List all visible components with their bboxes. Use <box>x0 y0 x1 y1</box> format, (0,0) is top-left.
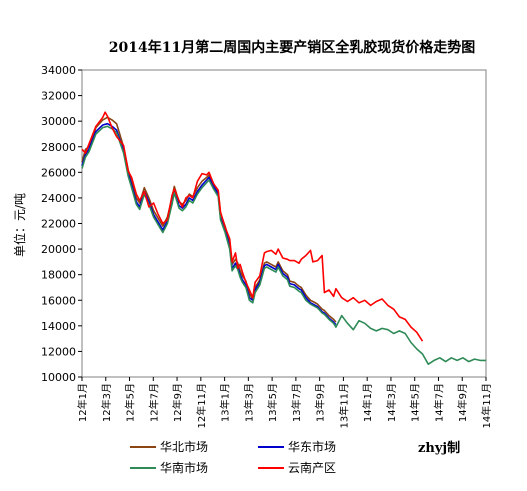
y-tick-label: 24000 <box>41 192 76 205</box>
plot-frame <box>81 69 487 378</box>
y-tick-label: 20000 <box>41 243 76 256</box>
x-tick-label: 14年5月 <box>409 383 422 422</box>
x-tick-label: 13年3月 <box>242 383 255 422</box>
x-tick-label: 14年11月 <box>480 383 493 428</box>
y-tick-label: 26000 <box>41 166 76 179</box>
x-tick-label: 12年1月 <box>76 383 89 422</box>
y-tick-label: 30000 <box>41 115 76 128</box>
y-tick-label: 16000 <box>41 294 76 307</box>
author-mark: zhyj制 <box>418 440 460 456</box>
plot-area <box>81 69 487 378</box>
series-line-3 <box>81 125 486 366</box>
x-tick-label: 13年5月 <box>266 383 279 422</box>
legend-label: 华北市场 <box>160 439 208 454</box>
y-tick-label: 34000 <box>41 64 76 77</box>
y-axis: 10000 12000 14000 16000 18000 20000 22000 24000… <box>41 64 82 384</box>
x-tick-label: 14年3月 <box>385 383 398 422</box>
x-tick-label: 13年9月 <box>314 383 327 422</box>
x-tick-label: 12年7月 <box>147 383 160 422</box>
series-line-4 <box>81 111 424 342</box>
x-tick-label: 12年5月 <box>124 383 137 422</box>
x-tick-label: 12年3月 <box>100 383 113 422</box>
y-tick-label: 10000 <box>41 371 76 384</box>
legend-label: 华南市场 <box>160 460 208 475</box>
x-tick-label: 12年9月 <box>171 383 184 422</box>
y-axis-label: 单位：元/吨 <box>12 193 27 257</box>
x-tick-label: 14年1月 <box>361 383 374 422</box>
x-tick-label: 12年11月 <box>195 383 208 428</box>
chart-title: 2014年11月第二周国内主要产销区全乳胶现货价格走势图 <box>109 39 475 56</box>
x-tick-label: 14年7月 <box>432 383 445 422</box>
x-axis: 12年1月 12年3月 12年5月 12年7月 12年9月 12年11月 13年1月 13年3… <box>76 377 493 428</box>
y-tick-label: 12000 <box>41 345 76 358</box>
legend-label: 华东市场 <box>288 439 336 454</box>
legend-label: 云南产区 <box>288 460 336 475</box>
x-tick-label: 14年9月 <box>456 383 469 422</box>
y-tick-label: 14000 <box>41 320 76 333</box>
x-tick-label: 13年11月 <box>337 383 350 428</box>
y-tick-label: 18000 <box>41 269 76 282</box>
y-tick-label: 22000 <box>41 218 76 231</box>
x-tick-label: 13年1月 <box>219 383 232 422</box>
y-tick-label: 32000 <box>41 90 76 103</box>
y-tick-label: 28000 <box>41 141 76 154</box>
x-tick-label: 13年7月 <box>290 383 303 422</box>
series-lines <box>81 111 486 366</box>
